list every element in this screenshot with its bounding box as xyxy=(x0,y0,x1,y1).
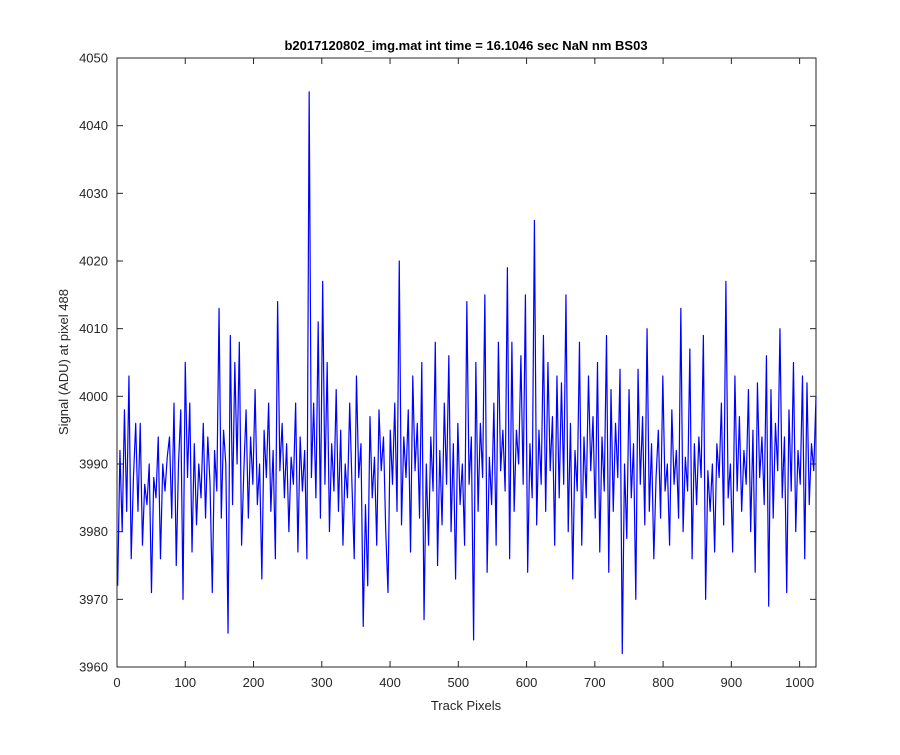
x-tick-label: 500 xyxy=(447,675,469,690)
x-tick-label: 100 xyxy=(174,675,196,690)
x-tick-label: 200 xyxy=(243,675,265,690)
x-tick-label: 300 xyxy=(311,675,333,690)
y-tick-label: 4030 xyxy=(79,186,108,201)
x-tick-label: 700 xyxy=(584,675,606,690)
x-tick-label: 1000 xyxy=(785,675,814,690)
axis-ticks xyxy=(116,57,816,668)
x-tick-label: 900 xyxy=(721,675,743,690)
x-axis-label: Track Pixels xyxy=(431,698,502,713)
y-tick-label: 4020 xyxy=(79,254,108,269)
x-tick-label: 400 xyxy=(379,675,401,690)
y-tick-label: 3990 xyxy=(79,457,108,472)
y-tick-label: 4000 xyxy=(79,389,108,404)
y-tick-label: 4010 xyxy=(79,321,108,336)
chart-title: b2017120802_img.mat int time = 16.1046 s… xyxy=(284,38,647,53)
axis-tick-labels: 0 100 200 300 400 500 600 700 800 900 1000 3960 3970… xyxy=(79,51,814,691)
y-tick-label: 3980 xyxy=(79,524,108,539)
y-tick-label: 3970 xyxy=(79,592,108,607)
y-tick-label: 4040 xyxy=(79,118,108,133)
x-tick-label: 600 xyxy=(516,675,538,690)
y-tick-label: 4050 xyxy=(79,51,108,66)
y-axis-label: Signal (ADU) at pixel 488 xyxy=(56,289,71,435)
x-tick-label: 0 xyxy=(113,675,120,690)
x-tick-label: 800 xyxy=(652,675,674,690)
y-tick-label: 3960 xyxy=(79,660,108,675)
series-line xyxy=(117,91,817,655)
